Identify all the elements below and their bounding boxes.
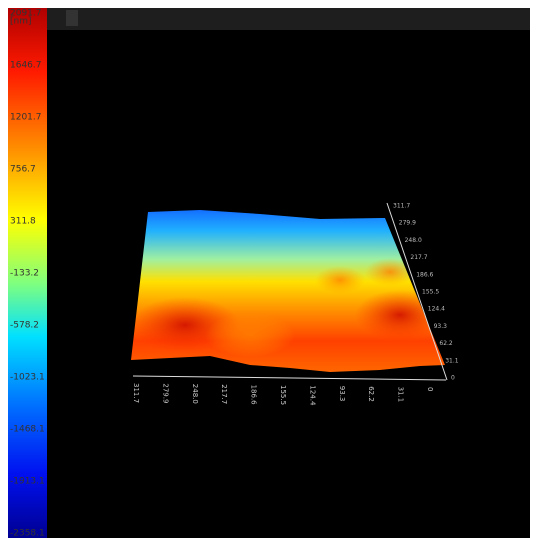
x-tick-label: 31.1 <box>397 387 405 403</box>
colorbar-label: -578.2 <box>10 321 39 331</box>
colorbar-label: 311.8 <box>10 217 36 227</box>
colorbar-label: -1913.1 <box>10 477 45 487</box>
x-tick-label: 248.0 <box>191 384 199 404</box>
colorbar-label: -1468.1 <box>10 425 45 435</box>
colorbar-label: 1646.7 <box>10 61 42 71</box>
x-tick-label: 311.7 <box>132 383 140 403</box>
colorbar-label: -2358.1 <box>10 529 45 538</box>
toolbar <box>47 8 530 30</box>
colorbar-label: 1201.7 <box>10 113 42 123</box>
y-tick-label: 0 <box>451 375 455 382</box>
x-tick-label: 93.3 <box>338 386 346 402</box>
x-tick-label: 155.5 <box>279 385 287 405</box>
viewer: 2091.71646.71201.7756.7311.8-133.2-578.2… <box>0 0 539 538</box>
y-tick-label: 124.4 <box>428 306 445 313</box>
y-tick-label: 93.3 <box>434 323 448 330</box>
y-tick-label: 248.0 <box>405 237 422 244</box>
y-tick-label: 217.7 <box>410 254 427 261</box>
x-tick-label: 0 <box>426 387 434 391</box>
x-tick-label: 279.9 <box>161 383 169 403</box>
y-tick-label: 155.5 <box>422 289 439 296</box>
colorbar-label: -1023.1 <box>10 373 45 383</box>
x-tick-label: 62.2 <box>367 386 375 402</box>
x-tick-label: 186.6 <box>250 385 258 406</box>
y-tick-label: 186.6 <box>416 271 433 278</box>
x-tick-label: 217.7 <box>220 384 228 404</box>
x-tick-label: 124.4 <box>308 385 316 406</box>
y-tick-label: 311.7 <box>393 203 410 210</box>
y-tick-label: 62.2 <box>439 340 453 347</box>
colorbar-unit: [nm] <box>10 17 32 27</box>
colorbar-label: -133.2 <box>10 269 39 279</box>
y-tick-label: 31.1 <box>445 357 459 364</box>
y-tick-label: 279.9 <box>399 220 416 227</box>
toolbar-icon[interactable] <box>66 10 78 26</box>
colorbar-label: 756.7 <box>10 165 36 175</box>
